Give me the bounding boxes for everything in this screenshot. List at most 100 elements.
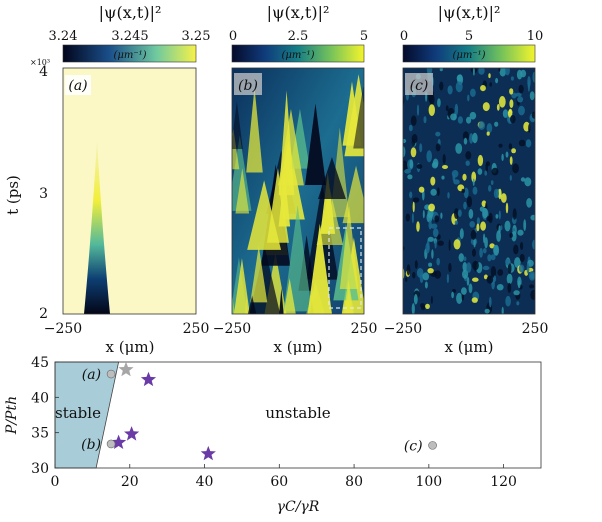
panel-c-speckle-dot	[435, 143, 441, 152]
cbar-b-max: 5	[360, 29, 368, 44]
panel-c-speckle-dot	[472, 178, 475, 186]
panel-c-speckle-dot	[407, 174, 413, 180]
panel-a-label-bg	[65, 75, 91, 95]
panel-c-speckle-dot	[434, 240, 437, 249]
panel-c-speckle-dot	[489, 296, 492, 308]
panel-c-speckle-dot	[470, 88, 476, 98]
panel-b-streak	[339, 205, 359, 289]
phase-x-tick-label: 60	[270, 474, 288, 490]
panel-c-speckle-dot	[413, 294, 418, 305]
panel-c-speckle-dot	[518, 105, 525, 116]
panel-c-speckle-dot	[418, 186, 425, 193]
purple-star-marker	[110, 434, 127, 449]
panel-c-speckle-dot	[412, 271, 416, 279]
unstable-label: unstable	[265, 404, 330, 422]
panel-c-speckle-dot	[525, 139, 532, 148]
phase-x-axis-label: γC/γR	[277, 499, 320, 515]
panel-c-speckle-dot	[480, 221, 486, 231]
panel-c-speckle-dot	[507, 263, 512, 274]
panel-c-speckle-dot	[510, 115, 516, 124]
panel-c-speckle-dot	[523, 219, 527, 232]
panel-c-speckle-dot	[412, 201, 415, 213]
panel-c-speckle-dot	[416, 221, 420, 232]
panel-c-speckle-dot	[431, 249, 434, 259]
panel-c-speckle-dot	[498, 210, 501, 220]
panel-c-speckle-dot	[529, 284, 535, 289]
panel-a-frame	[62, 67, 197, 315]
panel-c-speckle-dot	[472, 132, 478, 144]
panel-c-label-bg	[405, 73, 433, 95]
panel-c-speckle-dot	[463, 256, 467, 262]
panel-b-streak	[233, 258, 250, 314]
panel-c-speckle-dot	[453, 239, 461, 250]
panel-c-speckle-dot	[462, 131, 469, 141]
panel-c-speckle-dot	[428, 104, 435, 116]
y-exponent: ×10³	[30, 58, 50, 67]
panel-c-speckle-dot	[511, 231, 517, 242]
phase-x-tick-label: 120	[490, 474, 517, 490]
panel-c-speckle-dot	[437, 98, 441, 108]
purple-star-marker	[124, 426, 140, 441]
panel-c-speckle-dot	[502, 109, 509, 118]
panel-c-speckle-dot	[505, 295, 511, 307]
panel-c-speckle-dot	[498, 68, 501, 72]
a-x-tick-left: −250	[44, 321, 82, 337]
panel-c-speckle-dot	[439, 68, 443, 72]
panel-c-speckle-dot	[462, 269, 469, 279]
panel-c-speckle-dot	[466, 262, 472, 273]
panel-c-speckle-dot	[472, 248, 476, 257]
cbar-b-min: 0	[229, 29, 237, 44]
panel-c-speckle-dot	[513, 244, 519, 255]
panel-c-speckle-dot	[493, 188, 499, 199]
panel-c-speckle-dot	[528, 123, 531, 133]
panel-b-label: (b)	[238, 78, 258, 94]
panel-c-speckle-dot	[500, 225, 503, 231]
panel-c-speckle-dot	[496, 104, 500, 111]
panel-b-streak	[235, 168, 250, 214]
panel-c-speckle-dot	[472, 186, 478, 195]
panel-c-speckle-dot	[430, 188, 437, 196]
panel-c-speckle-dot	[441, 175, 445, 180]
cbar-a-unit: (μm⁻¹)	[113, 50, 146, 61]
panel-c-speckle-dot	[524, 177, 532, 187]
panel-c-speckle-dot	[498, 143, 503, 148]
panel-c-speckle-dot	[427, 236, 434, 242]
panel-c-speckle-dot	[486, 131, 490, 136]
panel-c-speckle-dot	[505, 151, 509, 158]
panel-c-speckle-dot	[491, 167, 499, 176]
panel-c-speckle-dot	[527, 80, 531, 92]
panel-b-streak	[279, 287, 284, 314]
panel-c-speckle-dot	[410, 147, 417, 158]
panel-c-speckle-dot	[456, 74, 463, 82]
panel-c-speckle-dot	[505, 202, 509, 214]
panel-c-speckle-dot	[462, 173, 467, 181]
panel-c-speckle-dot	[498, 188, 502, 200]
panel-c-speckle-dot	[411, 212, 414, 224]
phase-ticks: 0 20 40 60 80 100 120 30 35 40 45	[31, 355, 517, 490]
panel-c-speckle-dot	[493, 244, 500, 256]
panel-c-speckle-dot	[440, 212, 443, 219]
panel-c-speckle-dot	[427, 268, 434, 274]
panel-c-speckle-dot	[451, 291, 454, 299]
panel-c-speckle-dot	[426, 150, 433, 163]
panel-c-speckle-dot	[530, 289, 535, 300]
phase-frame	[54, 361, 542, 469]
panel-c-speckle-dot	[501, 153, 504, 161]
panel-c-speckle-dot	[411, 303, 415, 314]
panel-c-speckle-dot	[430, 176, 436, 186]
panel-c-speckle-dot	[429, 93, 435, 106]
panel-a-field	[63, 68, 196, 314]
top-y-tick-4: 4	[39, 64, 48, 80]
panel-c-speckle-dot	[518, 84, 524, 94]
phase-x-tick-label: 20	[121, 474, 139, 490]
panel-c-speckle-dot	[489, 82, 493, 87]
panel-a-soliton-cone	[84, 140, 110, 314]
panel-c-speckle-dot	[487, 254, 492, 262]
panel-c-speckle-dot	[461, 287, 467, 295]
panel-b-streak	[283, 278, 296, 314]
cbar-c-min: 0	[400, 29, 408, 44]
panel-c-speckle-dot	[517, 96, 524, 103]
panel-c-speckle-dot	[509, 232, 513, 238]
panel-c-speckle-dot	[455, 81, 463, 93]
panel-c-speckle-dot	[420, 303, 425, 308]
